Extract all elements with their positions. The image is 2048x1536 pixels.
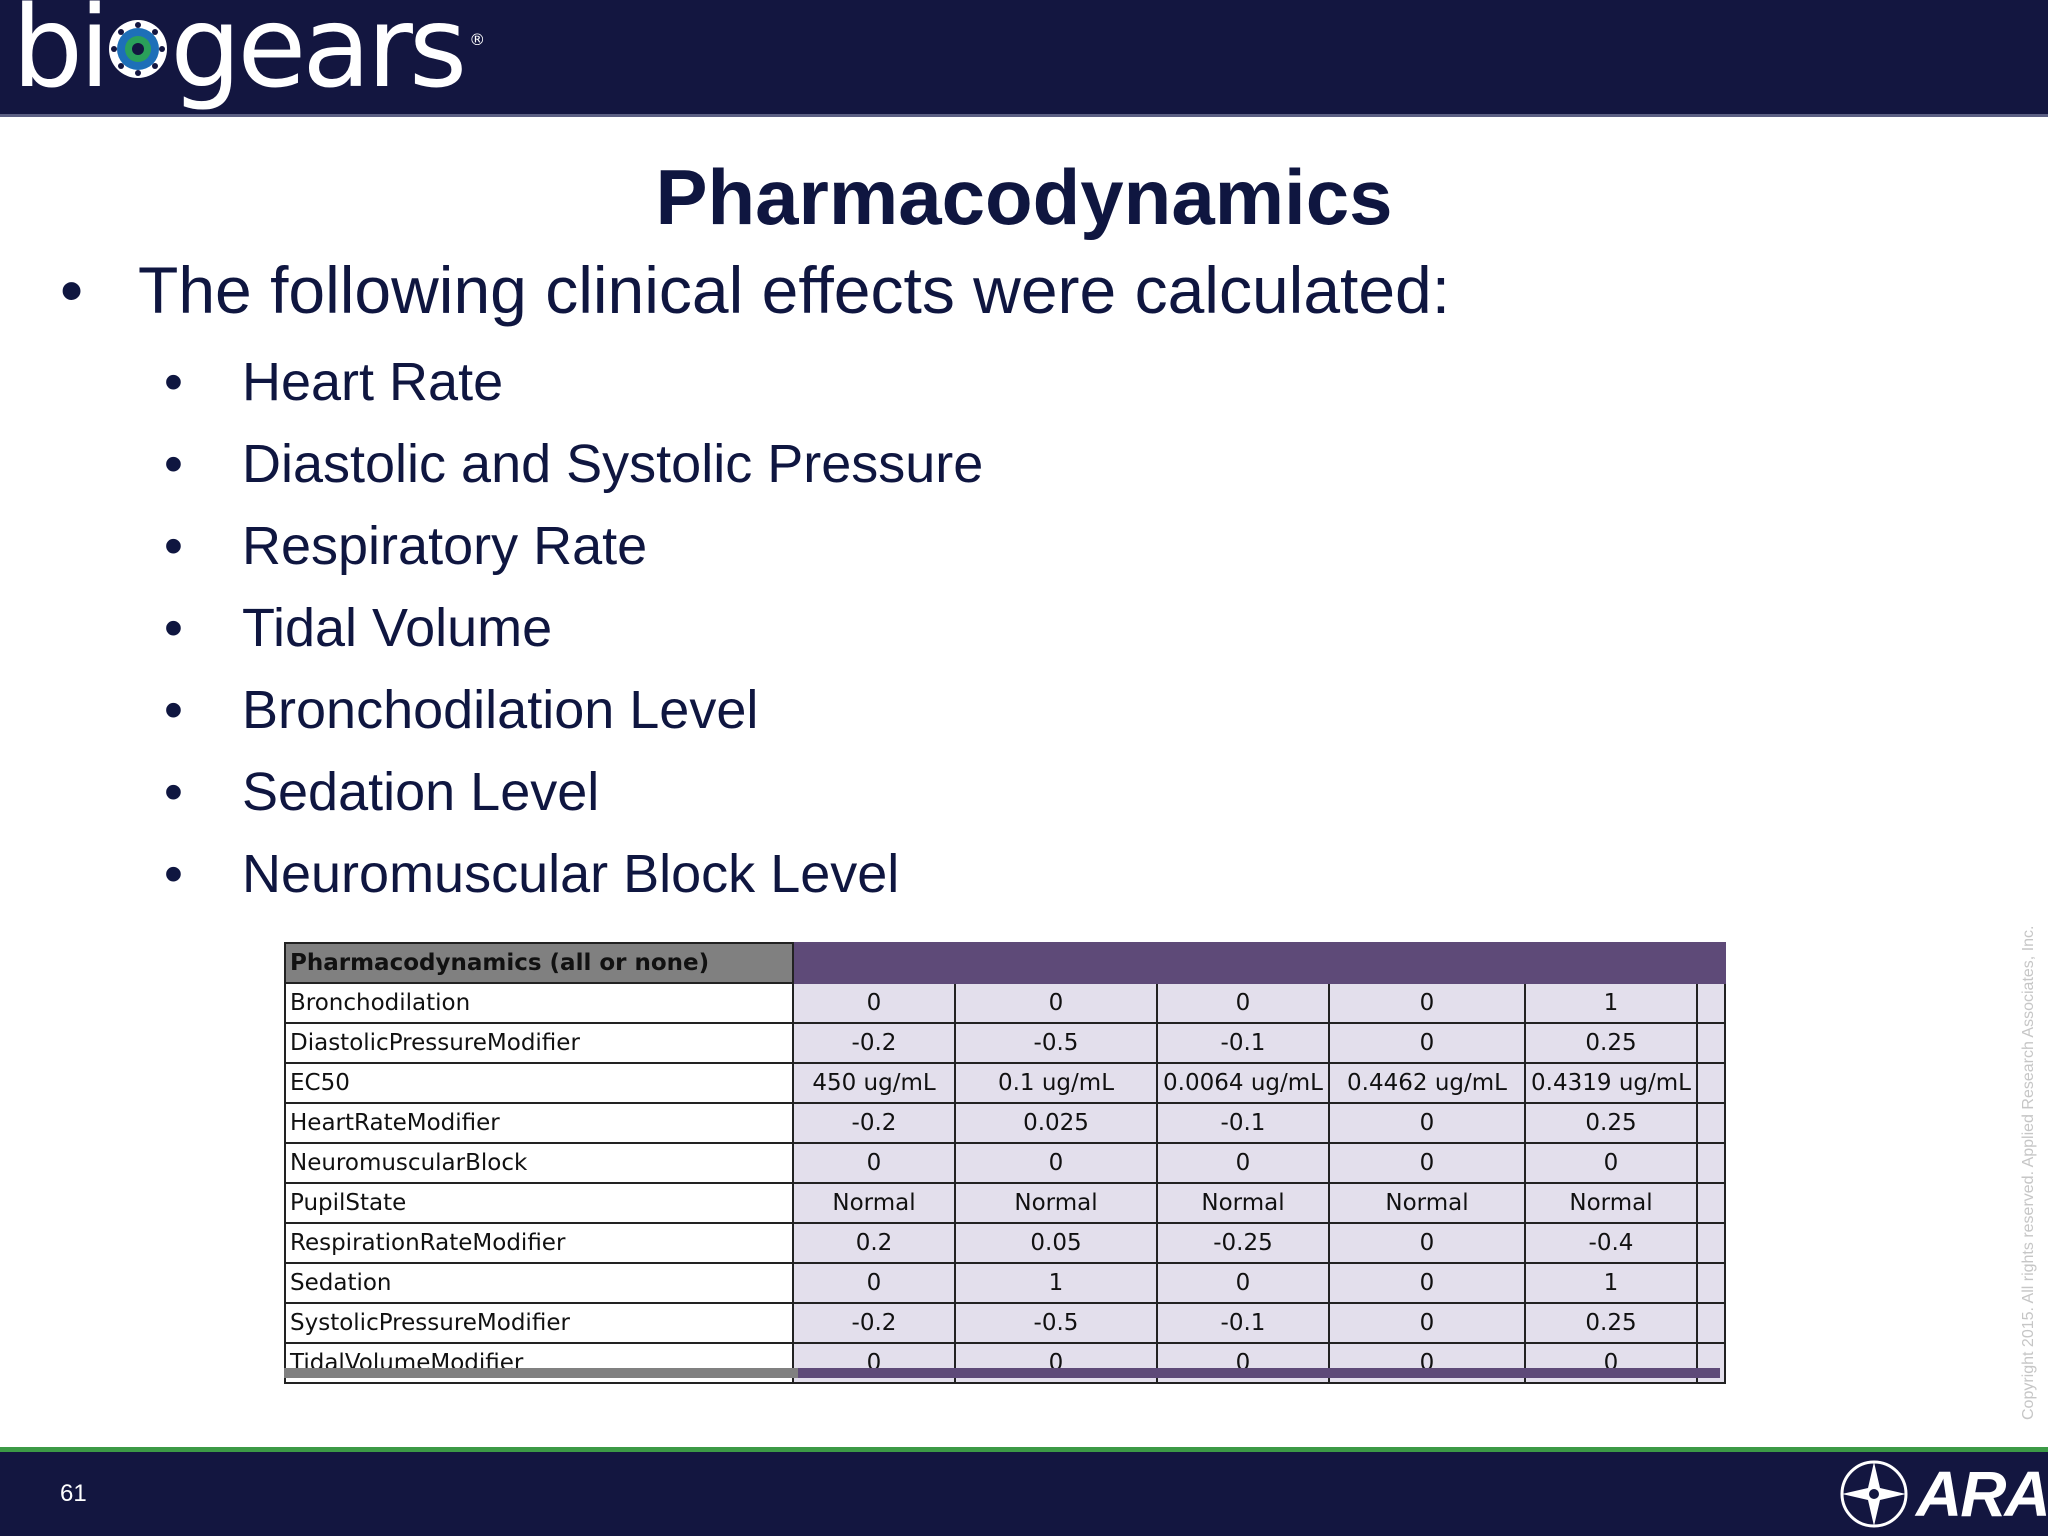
table-cell: -0.2 bbox=[792, 1022, 956, 1064]
row-label: Bronchodilation bbox=[284, 982, 794, 1024]
table-cell: -0.25 bbox=[1156, 1222, 1330, 1264]
table-cell: 0 bbox=[1328, 982, 1526, 1024]
table-cell: Normal bbox=[954, 1182, 1158, 1224]
bullet-icon: • bbox=[164, 762, 183, 822]
table-cell: 0 bbox=[1328, 1022, 1526, 1064]
table-cell: 0.25 bbox=[1524, 1102, 1698, 1144]
row-label: RespirationRateModifier bbox=[284, 1222, 794, 1264]
header-bar: bi gears ® bbox=[0, 0, 2048, 114]
table-cell: 0.25 bbox=[1524, 1302, 1698, 1344]
table-cell: 0 bbox=[954, 1142, 1158, 1184]
table-cell: 0 bbox=[792, 1262, 956, 1304]
table-cell: -0.2 bbox=[792, 1102, 956, 1144]
table-cell: 0 bbox=[954, 982, 1158, 1024]
table-cell: 0.025 bbox=[954, 1102, 1158, 1144]
row-label: NeuromuscularBlock bbox=[284, 1142, 794, 1184]
bullet-icon: • bbox=[164, 434, 183, 494]
table-cell: 1 bbox=[1524, 1262, 1698, 1304]
table-cell: -0.1 bbox=[1156, 1022, 1330, 1064]
ara-compass-icon bbox=[1840, 1460, 1908, 1528]
row-label: Sedation bbox=[284, 1262, 794, 1304]
table-cell: -0.5 bbox=[954, 1302, 1158, 1344]
table-cell: 0 bbox=[1156, 1142, 1330, 1184]
row-label: SystolicPressureModifier bbox=[284, 1302, 794, 1344]
bullet-icon: • bbox=[60, 253, 84, 327]
table-cell: 0 bbox=[1328, 1222, 1526, 1264]
pharmacodynamics-table: Pharmacodynamics (all or none) Bronchodi… bbox=[284, 942, 1726, 1384]
table-cell: -0.1 bbox=[1156, 1302, 1330, 1344]
table-cell: 0 bbox=[1156, 982, 1330, 1024]
copyright-notice: Copyright 2015. All rights reserved. App… bbox=[2020, 925, 2037, 1420]
biogears-logo: bi gears ® bbox=[12, 0, 485, 113]
table-cell: Normal bbox=[1156, 1182, 1330, 1224]
bullet-icon: • bbox=[164, 844, 183, 904]
table-cell: -0.5 bbox=[954, 1022, 1158, 1064]
bullet-icon: • bbox=[164, 352, 183, 412]
table-cell: Normal bbox=[1328, 1182, 1526, 1224]
table-cell: 0.2 bbox=[792, 1222, 956, 1264]
footer-accent-line bbox=[0, 1447, 2048, 1452]
table-header-row: Pharmacodynamics (all or none) bbox=[284, 942, 1726, 984]
table-row: SystolicPressureModifier -0.2 -0.5 -0.1 … bbox=[284, 1302, 1726, 1344]
table-cell: 0 bbox=[792, 1142, 956, 1184]
table-cell: 0.4319 ug/mL bbox=[1524, 1062, 1698, 1104]
table-row: EC50 450 ug/mL 0.1 ug/mL 0.0064 ug/mL 0.… bbox=[284, 1062, 1726, 1104]
table-cell: 0 bbox=[1328, 1142, 1526, 1184]
table-cell: 0 bbox=[1524, 1142, 1698, 1184]
table-cell: 1 bbox=[954, 1262, 1158, 1304]
table-cell: 0 bbox=[1156, 1262, 1330, 1304]
ara-logo: ARA bbox=[1838, 1458, 2048, 1530]
table-cell: Normal bbox=[792, 1182, 956, 1224]
table-cell: 0 bbox=[792, 982, 956, 1024]
table-header-label: Pharmacodynamics (all or none) bbox=[284, 942, 794, 984]
table-row: Sedation 0 1 0 0 1 bbox=[284, 1262, 1726, 1304]
table-cell: 0.4462 ug/mL bbox=[1328, 1062, 1526, 1104]
table-row: HeartRateModifier -0.2 0.025 -0.1 0 0.25 bbox=[284, 1102, 1726, 1144]
table-row: PupilState Normal Normal Normal Normal N… bbox=[284, 1182, 1726, 1224]
footer-bar bbox=[0, 1452, 2048, 1536]
table-cell: -0.1 bbox=[1156, 1102, 1330, 1144]
row-label: EC50 bbox=[284, 1062, 794, 1104]
table-cell: 0.05 bbox=[954, 1222, 1158, 1264]
table-row: Bronchodilation 0 0 0 0 1 bbox=[284, 982, 1726, 1024]
table-cell: 0 bbox=[1328, 1302, 1526, 1344]
row-label: DiastolicPressureModifier bbox=[284, 1022, 794, 1064]
table-cell: Normal bbox=[1524, 1182, 1698, 1224]
biogears-logo-o-icon bbox=[109, 20, 168, 79]
table-row: NeuromuscularBlock 0 0 0 0 0 bbox=[284, 1142, 1726, 1184]
header-divider bbox=[0, 114, 2048, 117]
table-cell: 450 ug/mL bbox=[792, 1062, 956, 1104]
bullet-icon: • bbox=[164, 598, 183, 658]
table-cell: 0.1 ug/mL bbox=[954, 1062, 1158, 1104]
table-cell: 0.25 bbox=[1524, 1022, 1698, 1064]
table-cell: -0.2 bbox=[792, 1302, 956, 1344]
table-cell: 0 bbox=[1328, 1262, 1526, 1304]
table-row: DiastolicPressureModifier -0.2 -0.5 -0.1… bbox=[284, 1022, 1726, 1064]
row-label: HeartRateModifier bbox=[284, 1102, 794, 1144]
table-cutoff-row bbox=[284, 1368, 1720, 1378]
bullet-icon: • bbox=[164, 680, 183, 740]
table-cell: -0.4 bbox=[1524, 1222, 1698, 1264]
page-number: 61 bbox=[60, 1480, 87, 1507]
table-cell: 0.0064 ug/mL bbox=[1156, 1062, 1330, 1104]
slide-title: Pharmacodynamics bbox=[655, 153, 1393, 241]
table-row: RespirationRateModifier 0.2 0.05 -0.25 0… bbox=[284, 1222, 1726, 1264]
table-cell: 0 bbox=[1328, 1102, 1526, 1144]
bullet-icon: • bbox=[164, 516, 183, 576]
row-label: PupilState bbox=[284, 1182, 794, 1224]
table-cell: 1 bbox=[1524, 982, 1698, 1024]
